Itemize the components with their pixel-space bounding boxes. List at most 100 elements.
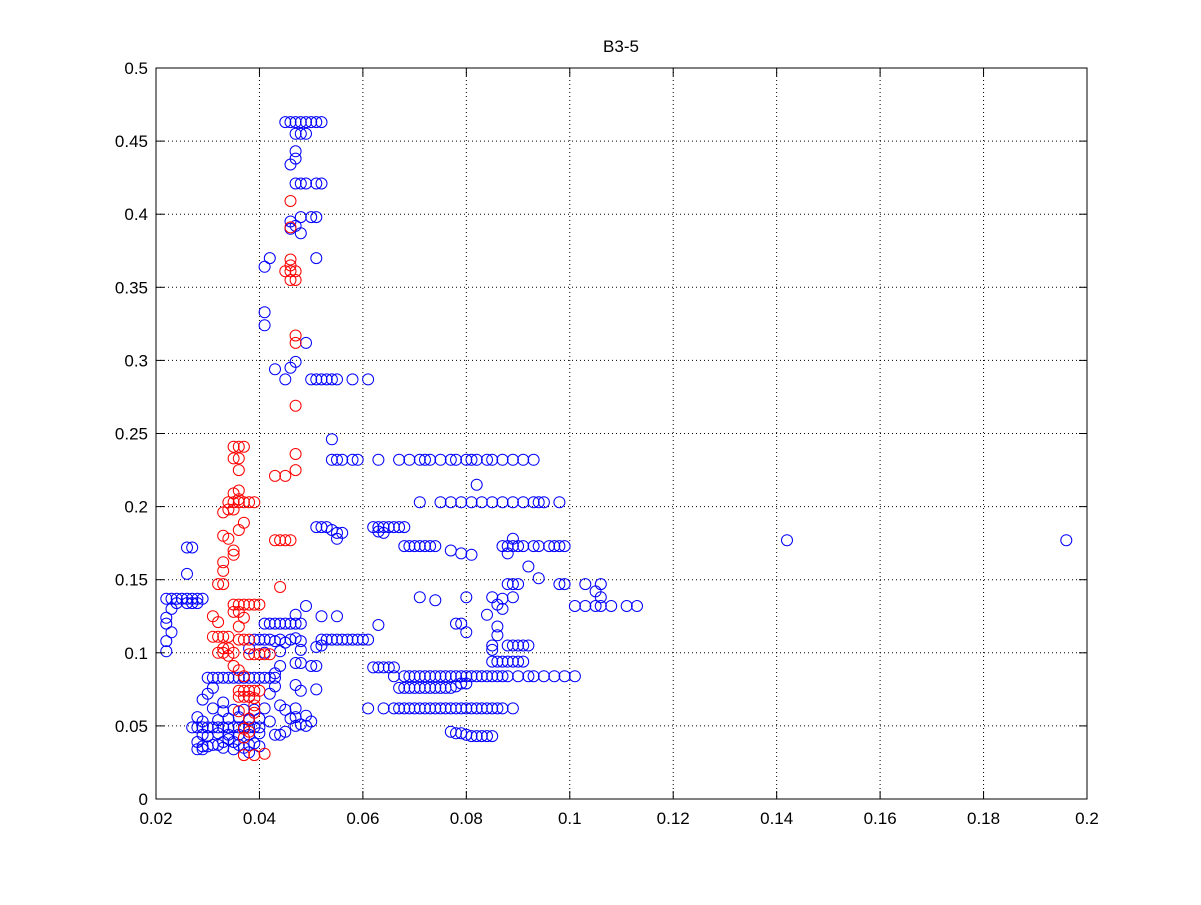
data-point (512, 655, 525, 668)
data-point (486, 730, 499, 743)
data-point (393, 681, 406, 694)
data-point (372, 453, 385, 466)
data-point (382, 661, 395, 674)
data-point (263, 671, 276, 684)
data-point (243, 648, 256, 661)
data-point (377, 526, 390, 539)
data-point (331, 532, 343, 545)
data-point (300, 336, 312, 349)
data-point (186, 597, 199, 610)
data-point (506, 453, 519, 466)
data-point (294, 643, 307, 656)
data-point (387, 661, 400, 674)
data-point (212, 630, 225, 643)
data-point (506, 639, 519, 652)
x-tick-label: 0.1 (558, 809, 582, 828)
data-point (424, 702, 437, 715)
data-point (279, 725, 292, 738)
x-tick-label: 0.18 (967, 809, 1000, 828)
data-point (444, 702, 457, 715)
data-point (258, 617, 271, 630)
data-point (310, 641, 323, 653)
data-point (506, 496, 519, 509)
data-point (263, 252, 276, 265)
data-point (413, 540, 426, 553)
data-point (362, 633, 375, 646)
data-point (305, 373, 318, 386)
data-point (248, 749, 261, 762)
data-point (419, 702, 431, 715)
x-tick-labels: 0.02 0.04 0.06 0.08 0.1 0.12 0.14 0.16 0.18 0.2 (139, 809, 1098, 828)
data-point (331, 373, 343, 386)
data-point (227, 548, 240, 561)
data-point (501, 578, 514, 591)
data-point (253, 721, 266, 734)
chart-title: B3-5 (603, 37, 639, 56)
data-point (206, 671, 219, 684)
data-point (506, 578, 519, 591)
data-point (253, 648, 266, 661)
y-tick-label: 0 (139, 790, 148, 809)
data-point (589, 600, 602, 612)
data-point (212, 721, 225, 734)
data-point (356, 633, 369, 646)
data-point (486, 496, 499, 509)
data-point (232, 721, 245, 734)
data-point (294, 177, 307, 190)
data-point (289, 657, 302, 669)
data-point (269, 534, 281, 547)
data-point (424, 453, 437, 466)
data-point (315, 610, 328, 623)
data-point (351, 453, 364, 466)
data-point (434, 670, 447, 683)
data-point (289, 265, 302, 278)
data-point (258, 671, 271, 684)
data-point (289, 702, 302, 715)
data-point (465, 702, 478, 715)
data-point (377, 702, 390, 715)
data-point (212, 578, 225, 591)
data-point (605, 600, 618, 612)
data-point (289, 329, 302, 342)
data-point (486, 639, 499, 652)
data-point (341, 633, 354, 646)
data-point (496, 702, 509, 715)
data-point (274, 534, 287, 547)
data-point (201, 671, 214, 684)
data-point (217, 529, 230, 542)
data-point (289, 336, 302, 349)
data-point (325, 453, 338, 466)
data-point (434, 496, 447, 509)
data-point (160, 635, 173, 648)
data-point (217, 696, 230, 709)
data-point (279, 534, 292, 547)
data-point (439, 670, 452, 683)
data-point (455, 617, 468, 630)
data-point (237, 611, 250, 624)
data-point (408, 670, 421, 683)
data-point (248, 496, 261, 509)
data-point (269, 469, 281, 482)
data-point (253, 598, 266, 611)
data-point (470, 453, 483, 466)
data-point (460, 591, 473, 604)
data-point (398, 521, 411, 534)
data-point (294, 116, 307, 129)
data-point (351, 633, 364, 646)
data-point (387, 702, 400, 715)
data-point (470, 670, 483, 683)
data-point (315, 177, 328, 190)
data-point (315, 639, 328, 652)
data-point (491, 670, 504, 683)
data-point (248, 703, 261, 716)
data-point (284, 361, 297, 374)
data-point (434, 702, 447, 715)
data-point (372, 661, 385, 674)
x-tick-label: 0.02 (139, 809, 172, 828)
data-point (481, 453, 493, 466)
data-point (403, 681, 416, 694)
data-point (543, 540, 556, 553)
data-point (258, 260, 271, 273)
data-point (403, 453, 416, 466)
data-point (181, 541, 193, 554)
